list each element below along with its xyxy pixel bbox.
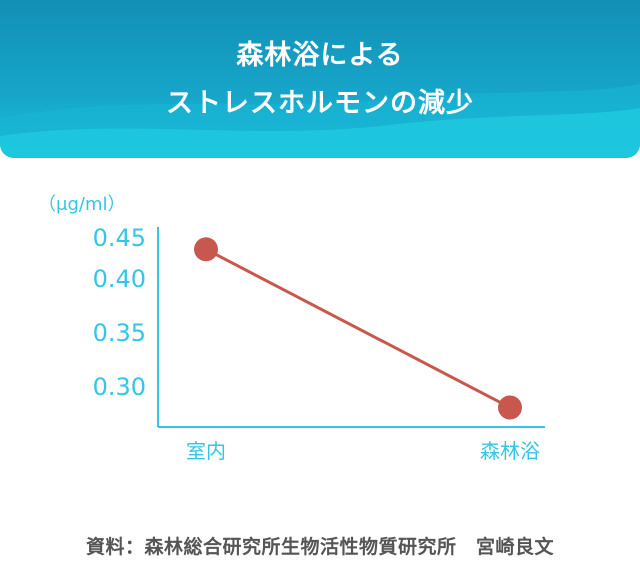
chart-title-line2: ストレスホルモンの減少 xyxy=(166,88,474,119)
y-axis-label: （μg/ml） xyxy=(38,194,125,215)
x-tick-label: 森林浴 xyxy=(480,439,540,463)
y-tick-label: 0.45 xyxy=(93,224,146,252)
data-point xyxy=(194,237,218,262)
y-tick-label: 0.40 xyxy=(93,265,146,293)
source-note: 資料：森林総合研究所生物活性物質研究所 宮崎良文 xyxy=(85,536,554,558)
header-banner: 森林浴による ストレスホルモンの減少 xyxy=(0,0,640,158)
y-tick-label: 0.30 xyxy=(93,373,146,401)
data-point xyxy=(498,395,522,420)
chart-title-line1: 森林浴による xyxy=(236,40,404,71)
y-tick-label: 0.35 xyxy=(93,319,146,347)
series-line xyxy=(205,247,511,409)
line-chart: （μg/ml） 0.45 0.40 0.35 0.30 室内 森林浴 xyxy=(38,194,545,463)
wave-decoration xyxy=(0,84,640,158)
x-tick-label: 室内 xyxy=(186,439,226,463)
